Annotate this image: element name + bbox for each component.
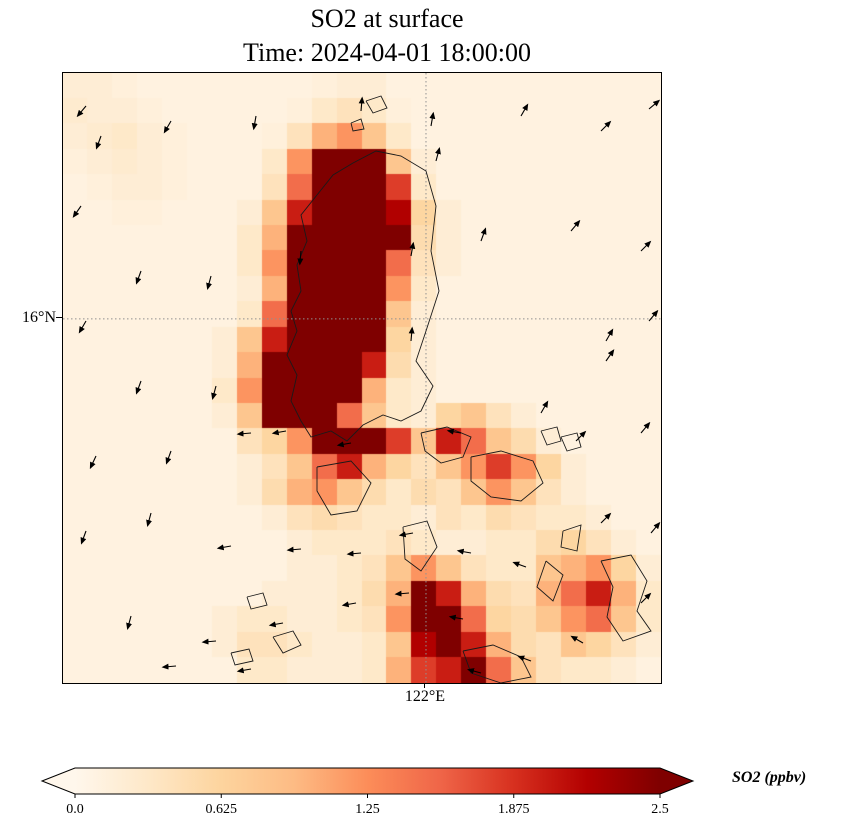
colorbar-tick-label: 1.25: [355, 802, 380, 817]
wind-arrow: [570, 635, 584, 644]
coastline: [560, 432, 582, 452]
wind-arrow: [95, 135, 102, 150]
colorbar-tick-label: 0.625: [205, 802, 238, 817]
wind-arrow: [466, 668, 482, 674]
wind-arrow: [640, 592, 652, 604]
wind-arrow: [575, 430, 587, 442]
wind-arrow: [480, 227, 487, 242]
wind-arrow: [648, 99, 661, 110]
chart-subtitle: Time: 2024-04-01 18:00:00: [243, 38, 531, 67]
wind-arrow: [650, 521, 661, 534]
wind-arrow: [605, 328, 614, 342]
wind-arrow: [268, 621, 284, 628]
wind-arrow: [517, 655, 532, 662]
colorbar-tick-label: 0.0: [66, 802, 84, 817]
wind-arrow: [216, 544, 232, 551]
coastline: [316, 460, 372, 516]
x-axis-tick-label: 122°E: [404, 688, 446, 705]
wind-arrow: [346, 550, 362, 557]
wind-arrow: [446, 428, 462, 435]
wind-arrow: [297, 250, 304, 266]
wind-arrow: [336, 441, 352, 448]
wind-arrow: [76, 105, 87, 118]
wind-arrow: [135, 270, 142, 285]
wind-arrow: [206, 275, 212, 291]
wind-arrow: [640, 240, 652, 252]
x-axis-tick-mark: [424, 683, 425, 688]
wind-arrow: [570, 219, 581, 232]
colorbar-bar: [40, 767, 695, 795]
wind-arrow: [341, 601, 357, 608]
wind-arrow: [286, 546, 302, 553]
colorbar-tick-label: 2.5: [651, 802, 669, 817]
wind-arrow: [236, 430, 252, 437]
map-plot-area: [62, 72, 662, 684]
coastline: [230, 648, 254, 666]
wind-arrow: [78, 320, 87, 334]
wind-arrow: [448, 614, 464, 621]
wind-arrow: [271, 429, 287, 436]
wind-arrow: [201, 638, 217, 645]
coastline: [540, 426, 562, 446]
coastline: [272, 630, 302, 654]
wind-arrow: [512, 561, 527, 568]
coastline: [420, 426, 472, 464]
coastline: [246, 592, 268, 610]
wind-arrow: [146, 512, 152, 528]
coastline: [365, 95, 388, 114]
wind-arrow: [236, 667, 252, 674]
wind-arrow: [135, 380, 142, 395]
coastline: [286, 150, 440, 442]
wind-arrow: [648, 309, 659, 322]
wind-arrow: [640, 421, 651, 434]
y-axis-tick-label: 16°N: [22, 309, 56, 326]
wind-arrow: [520, 103, 529, 117]
wind-arrow: [211, 385, 217, 401]
coastline: [600, 554, 652, 642]
wind-arrow: [165, 450, 172, 465]
wind-arrow: [163, 120, 172, 134]
wind-arrow: [409, 241, 416, 257]
wind-arrow: [435, 146, 441, 162]
wind-arrow: [600, 512, 612, 524]
wind-arrow: [72, 205, 82, 218]
y-axis-tick-mark: [56, 317, 62, 318]
coastline: [402, 520, 438, 572]
wind-arrow: [394, 590, 410, 597]
coastline: [536, 560, 564, 602]
wind-arrow: [398, 531, 414, 538]
wind-arrow: [80, 530, 87, 545]
coastline: [350, 118, 365, 132]
wind-arrow: [89, 455, 97, 470]
heatmap-canvas: [63, 73, 661, 683]
wind-arrow: [408, 326, 415, 342]
colorbar: [40, 767, 695, 798]
wind-arrow: [540, 400, 549, 414]
wind-arrow: [251, 115, 258, 131]
wind-arrow: [456, 548, 472, 555]
colorbar-tick-label: 1.875: [498, 802, 530, 817]
map-overlay: [63, 73, 661, 683]
wind-arrow: [429, 111, 436, 127]
wind-arrow: [358, 96, 365, 112]
wind-arrow: [600, 120, 612, 132]
coastline: [462, 644, 532, 683]
wind-arrow: [126, 615, 132, 631]
chart-title: SO2 at surface: [310, 4, 464, 33]
wind-arrow: [605, 349, 615, 362]
colorbar-label: SO2 (ppbv): [732, 769, 807, 786]
wind-arrow: [161, 663, 177, 670]
coastline: [560, 524, 582, 552]
coastline: [470, 450, 544, 502]
